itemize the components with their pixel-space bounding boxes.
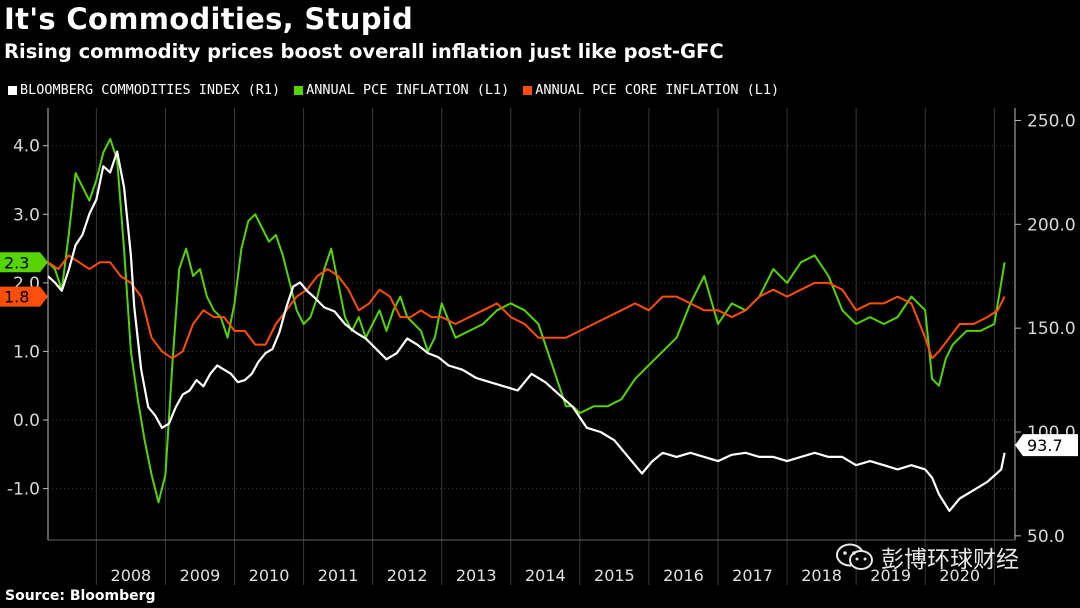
legend-swatch-pce (294, 85, 304, 95)
axes: -1.00.01.02.03.04.050.0100.0150.0200.025… (7, 108, 1076, 585)
legend-label-commodities: BLOOMBERG COMMODITIES INDEX (R1) (20, 82, 281, 98)
left-tick-label: 4.0 (13, 137, 40, 157)
commodities-last-value-box (1015, 434, 1078, 457)
x-tick-label: 2016 (663, 566, 704, 585)
chart-title: It's Commodities, Stupid (4, 2, 414, 36)
commodities-line (47, 150, 1006, 512)
x-tick-label: 2010 (249, 566, 290, 585)
right-tick-label: 50.0 (1027, 527, 1065, 547)
x-tick-label: 2015 (594, 566, 635, 585)
legend-swatch-core (523, 85, 533, 95)
legend: BLOOMBERG COMMODITIES INDEX (R1) ANNUAL … (8, 82, 779, 98)
legend-swatch-commodities (8, 85, 17, 95)
pce-line (47, 137, 1006, 504)
value-labels: 2.3 1.8 93.7 (0, 252, 1078, 457)
legend-label-core: ANNUAL PCE CORE INFLATION (L1) (535, 82, 780, 98)
x-tick-label: 2009 (180, 566, 221, 585)
left-tick-label: 3.0 (13, 205, 40, 225)
legend-item-commodities: BLOOMBERG COMMODITIES INDEX (R1) (8, 82, 280, 98)
gridlines (48, 108, 1015, 585)
legend-label-pce: ANNUAL PCE INFLATION (L1) (306, 82, 510, 98)
x-tick-label: 2014 (525, 566, 566, 585)
x-tick-label: 2017 (732, 566, 773, 585)
chart-subtitle: Rising commodity prices boost overall in… (4, 40, 724, 63)
left-tick-label: -1.0 (7, 480, 40, 500)
pce-last-value-text: 2.3 (4, 253, 29, 272)
right-tick-label: 250.0 (1027, 111, 1076, 131)
right-tick-label: 150.0 (1027, 319, 1076, 339)
core-last-value-box (0, 286, 48, 307)
source-note: Source: Bloomberg (5, 588, 156, 604)
x-tick-label: 2020 (939, 566, 980, 585)
x-tick-label: 2011 (318, 566, 359, 585)
x-tick-label: 2008 (111, 566, 152, 585)
legend-item-pce: ANNUAL PCE INFLATION (L1) (294, 82, 509, 98)
pce-last-value-box (0, 252, 48, 273)
watermark: 彭博环球财经 (835, 540, 1019, 574)
commodities-last-value-text: 93.7 (1027, 436, 1063, 455)
wechat-logo-icon (836, 543, 873, 570)
watermark-text: 彭博环球财经 (881, 547, 1019, 573)
x-tick-label: 2018 (801, 566, 842, 585)
left-tick-label: 0.0 (13, 411, 40, 431)
core-pce-line (47, 254, 1006, 360)
core-last-value-text: 1.8 (4, 288, 29, 307)
left-tick-label: 1.0 (13, 342, 40, 362)
x-tick-label: 2019 (870, 566, 911, 585)
x-tick-label: 2012 (387, 566, 428, 585)
right-tick-label: 200.0 (1027, 215, 1076, 235)
series-lines (47, 137, 1006, 512)
x-tick-label: 2013 (456, 566, 497, 585)
legend-item-core: ANNUAL PCE CORE INFLATION (L1) (523, 82, 779, 98)
